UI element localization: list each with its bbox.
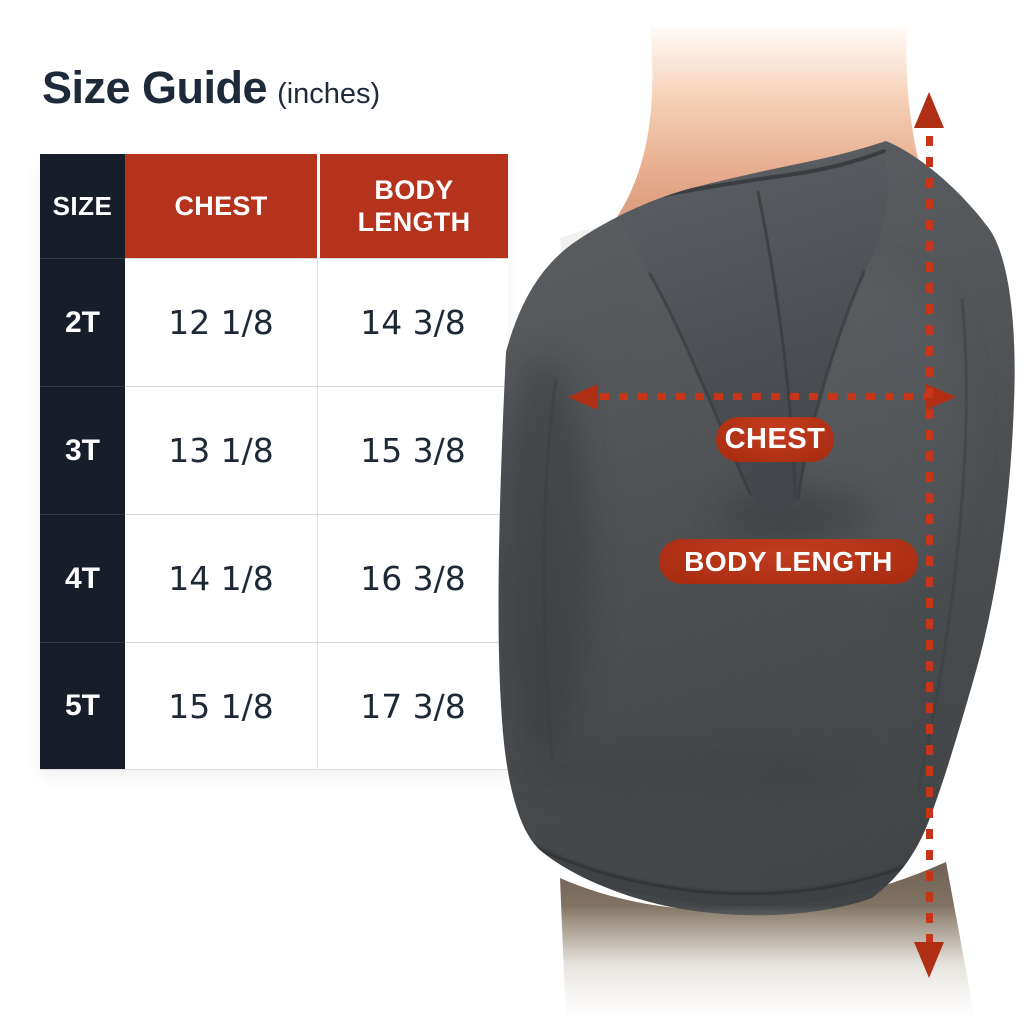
chest-badge-label: CHEST	[724, 423, 826, 455]
body-length-badge: BODY LENGTH	[659, 539, 918, 584]
hood-shape	[614, 151, 888, 512]
body-length-value: 14 3/8	[317, 258, 508, 386]
body-length-badge-label: BODY LENGTH	[684, 545, 893, 577]
col-header-body-length: BODY LENGTH	[317, 154, 508, 258]
chest-value: 15 1/8	[125, 642, 317, 770]
body-length-arrow-down-icon	[914, 942, 944, 978]
size-label: 3T	[40, 386, 125, 514]
title-text: Size Guide	[42, 62, 268, 113]
body-length-value: 16 3/8	[317, 514, 508, 642]
col-header-size: SIZE	[40, 154, 125, 258]
size-label: 5T	[40, 642, 125, 770]
col-header-chest: CHEST	[125, 154, 317, 258]
hoodie-detail	[498, 141, 1015, 916]
chest-value: 12 1/8	[125, 258, 317, 386]
size-label: 2T	[40, 258, 125, 386]
chest-badge: CHEST	[716, 417, 834, 462]
size-label: 4T	[40, 514, 125, 642]
body-length-arrow-up-icon	[914, 92, 944, 128]
body-length-value: 17 3/8	[317, 642, 508, 770]
body-length-value: 15 3/8	[317, 386, 508, 514]
chest-arrow-left-icon	[568, 384, 598, 410]
chest-value: 14 1/8	[125, 514, 317, 642]
body-length-dotted-line	[926, 136, 933, 942]
page-title: Size Guide (inches)	[42, 62, 380, 114]
chest-dotted-line	[600, 393, 926, 400]
chest-value: 13 1/8	[125, 386, 317, 514]
title-unit: (inches)	[277, 78, 381, 110]
size-guide-table: SIZE CHEST BODY LENGTH 2T 12 1/8 14 3/8 …	[40, 154, 508, 770]
